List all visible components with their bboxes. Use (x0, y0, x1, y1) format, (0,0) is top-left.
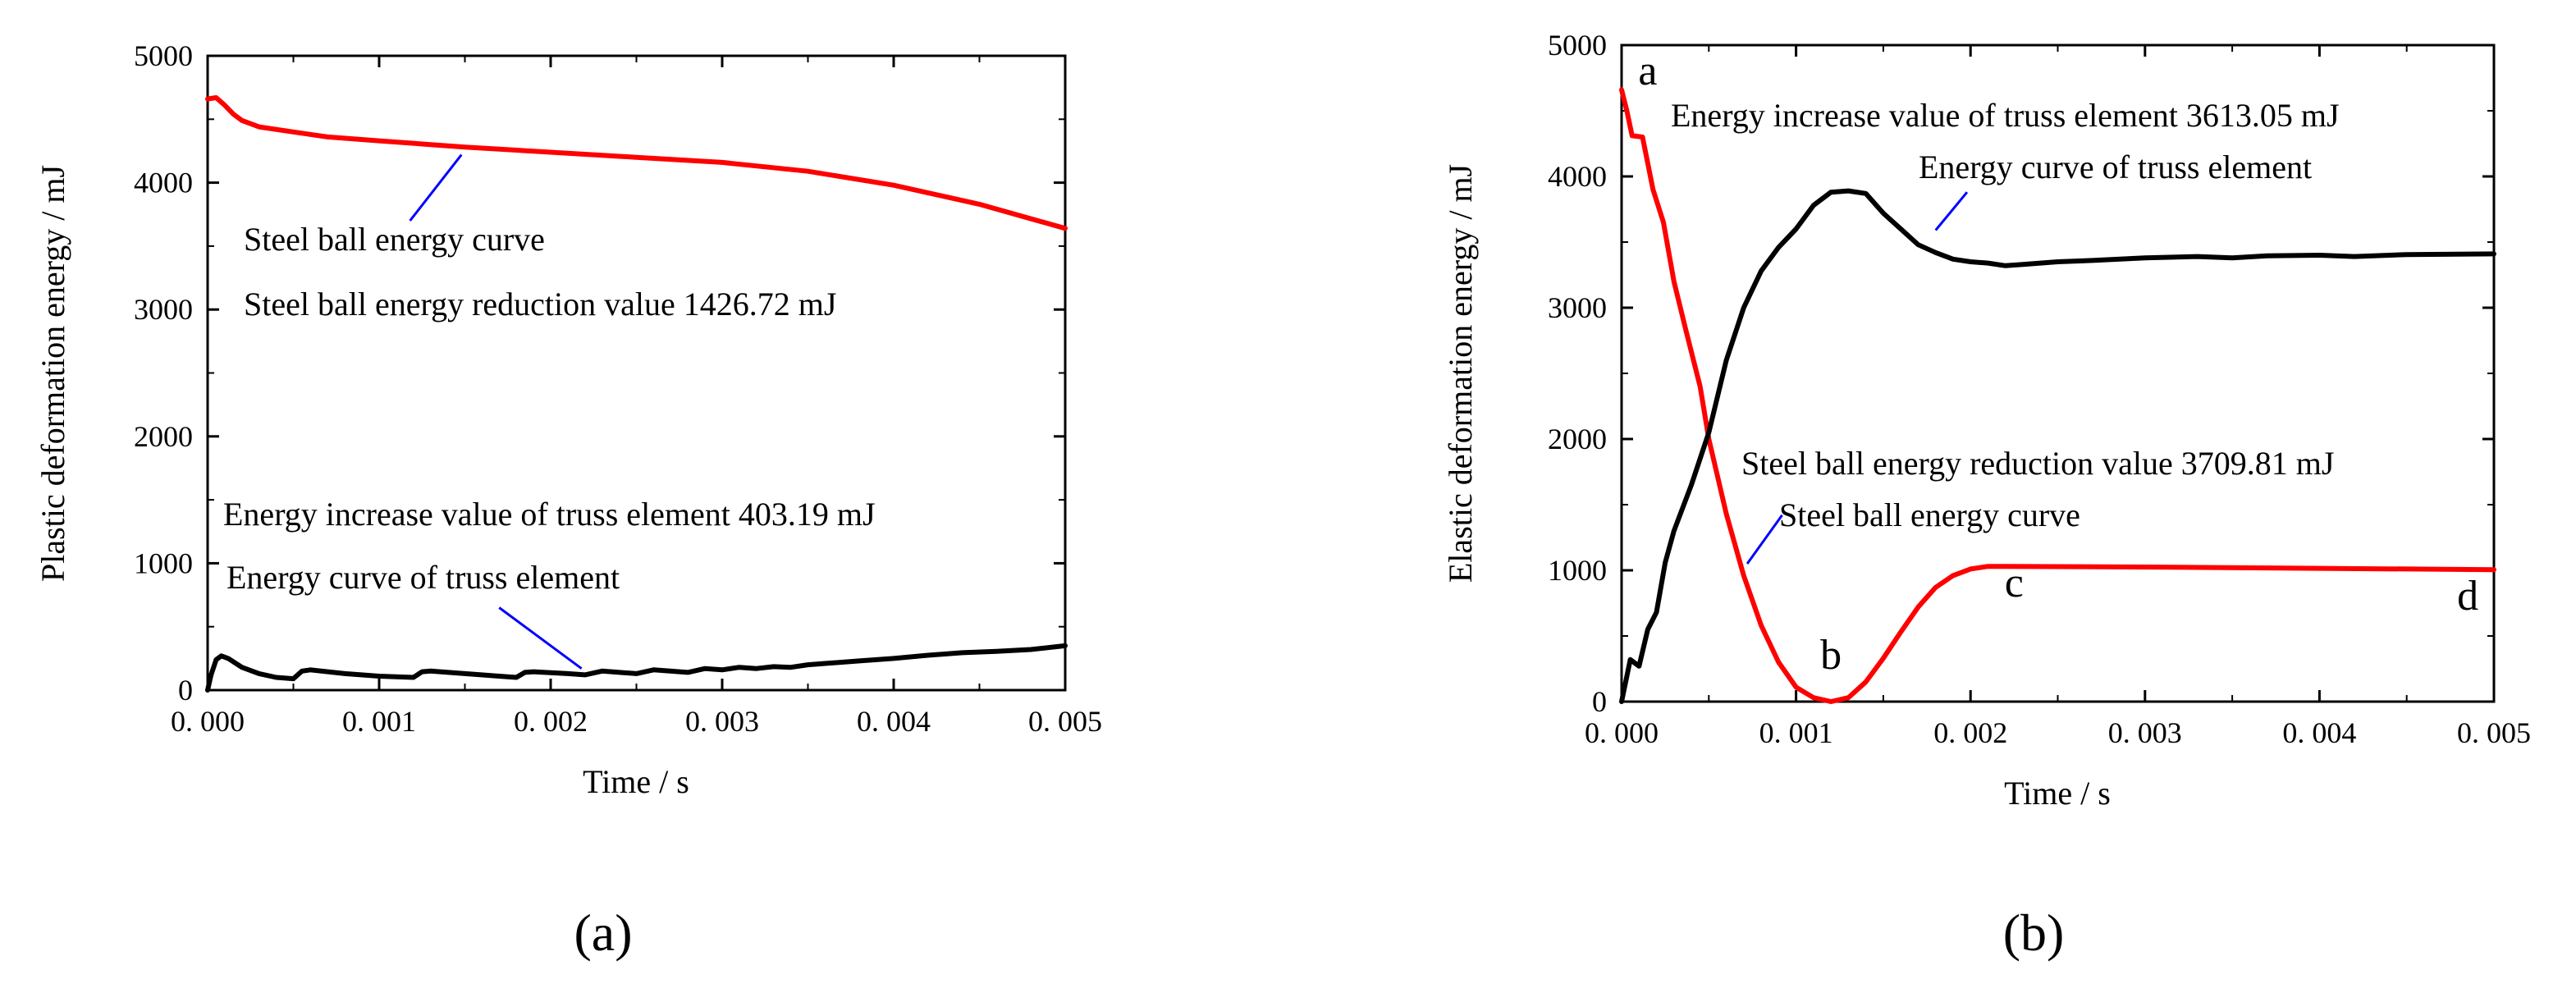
x-axis-title: Time / s (2004, 775, 2111, 812)
annotation-steel-ball-reduction: Steel ball energy reduction value 1426.7… (244, 286, 836, 322)
annotation-steel-ball-curve: Steel ball energy curve (244, 221, 545, 258)
panel-label-a: (a) (574, 903, 632, 962)
y-axis-title: Elastic deformation energy / mJ (1442, 164, 1479, 583)
x-tick-label: 0. 004 (857, 705, 931, 738)
point-label-a: a (1638, 48, 1657, 94)
x-tick-label: 0. 000 (1585, 716, 1659, 749)
annotation-leader-line (409, 153, 463, 222)
annotation-steel-ball-reduction: Steel ball energy reduction value 3709.8… (1741, 445, 2334, 482)
y-tick-label: 3000 (134, 293, 193, 326)
panel-a: 0. 000 0. 001 0. 002 0. 003 0. 004 0. 005 0 100… (34, 39, 1102, 962)
series-steel-ball-energy (205, 95, 1068, 231)
y-tick-label: 1000 (134, 547, 193, 579)
ticks: 0. 000 0. 001 0. 002 0. 003 0. 004 0. 005 0 100… (134, 39, 1102, 738)
x-tick-label: 0. 004 (2282, 716, 2356, 749)
panel-label-b: (b) (2003, 903, 2065, 962)
y-axis-title: Plastic deformation energy / mJ (34, 165, 71, 582)
x-tick-label: 0. 005 (1028, 705, 1102, 738)
ticks: 0. 000 0. 001 0. 002 0. 003 0. 004 0. 005 0 100… (1548, 29, 2531, 749)
annotation-truss-curve: Energy curve of truss element (1919, 149, 2312, 185)
point-label-d: d (2457, 573, 2478, 620)
annotation-truss-curve: Energy curve of truss element (226, 559, 620, 596)
y-tick-label: 5000 (1548, 29, 1607, 62)
annotation-steel-ball-curve: Steel ball energy curve (1779, 496, 2080, 533)
series-truss-element-energy (1619, 188, 2496, 704)
series-truss-element-energy (205, 643, 1068, 693)
x-axis-title: Time / s (583, 763, 689, 800)
panel-b: 0. 000 0. 001 0. 002 0. 003 0. 004 0. 005 0 100… (1442, 29, 2531, 962)
y-tick-label: 0 (1592, 685, 1607, 718)
y-tick-label: 0 (178, 674, 193, 707)
annotation-leader-line (498, 606, 583, 670)
series (205, 95, 1068, 693)
y-tick-label: 2000 (134, 420, 193, 453)
y-tick-label: 4000 (1548, 160, 1607, 193)
x-tick-label: 0. 005 (2457, 716, 2531, 749)
series-steel-ball-energy (1619, 87, 2496, 704)
x-tick-label: 0. 002 (514, 705, 588, 738)
y-tick-label: 1000 (1548, 554, 1607, 587)
annotation-truss-increase: Energy increase value of truss element 4… (223, 496, 876, 533)
point-label-b: b (1820, 632, 1842, 679)
y-tick-label: 3000 (1548, 291, 1607, 324)
y-tick-label: 5000 (134, 39, 193, 72)
leaders (409, 153, 583, 670)
series (1619, 87, 2496, 704)
point-label-c: c (2005, 560, 2024, 606)
annotation-leader-line (1934, 191, 1969, 231)
x-tick-label: 0. 001 (1759, 716, 1833, 749)
x-tick-label: 0. 000 (171, 705, 245, 738)
point-labels: a b c d (1638, 48, 2478, 679)
x-tick-label: 0. 002 (1933, 716, 2007, 749)
x-tick-label: 0. 003 (685, 705, 759, 738)
y-tick-label: 2000 (1548, 423, 1607, 455)
annotation-leader-line (1746, 514, 1783, 565)
y-tick-label: 4000 (134, 167, 193, 199)
leaders (1746, 191, 1969, 565)
annotation-truss-increase: Energy increase value of truss element 3… (1671, 97, 2340, 134)
x-tick-label: 0. 003 (2108, 716, 2182, 749)
x-tick-label: 0. 001 (342, 705, 416, 738)
